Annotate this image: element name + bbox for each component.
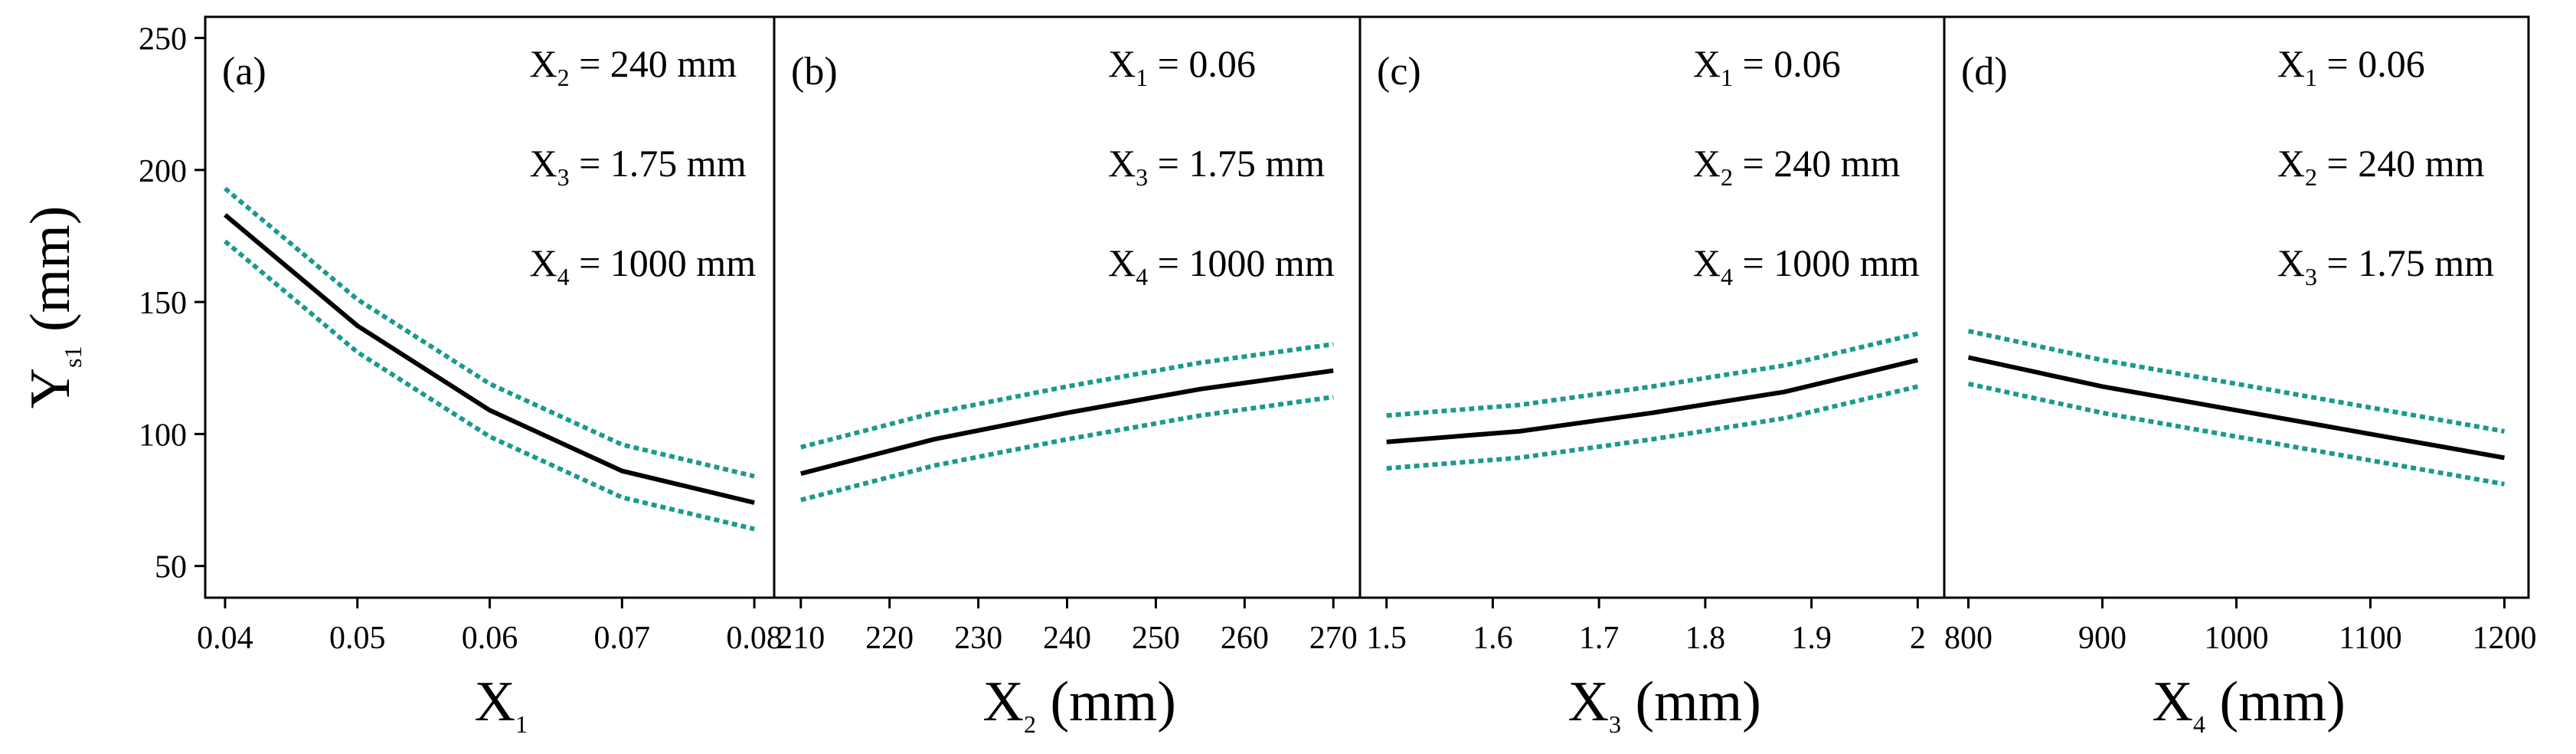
- series-upper-line: [223, 186, 755, 479]
- x-tick-label: 1.7: [1579, 621, 1620, 656]
- panel-b: 210 220 230 240 250 260 270 X2 (mm) (b) X1 = 0.06…: [773, 15, 1362, 738]
- panel-label: (d): [1961, 50, 2008, 93]
- x-tick-label: 250: [1132, 621, 1180, 656]
- x-tick-label: 1.6: [1473, 621, 1513, 656]
- fixed-condition-label: X4 = 1000 mm: [1693, 241, 1920, 290]
- x-tick-label: 800: [1944, 621, 1992, 656]
- y-axis-title: Ys1 (mm): [19, 206, 87, 409]
- x-tick-label: 0.05: [329, 621, 386, 656]
- x-axis-title: X1: [475, 670, 528, 738]
- y-tick-label: 200: [139, 154, 187, 189]
- chart-root: 0.04 0.05 0.06 0.07 0.08 X1 (a) X2 = 240 mm X3 =…: [19, 15, 2537, 738]
- x-tick-label: 260: [1221, 621, 1269, 656]
- x-tick-label: 1.8: [1685, 621, 1726, 656]
- x-tick-label: 1200: [2473, 621, 2537, 656]
- x-axis-title: X4 (mm): [2153, 670, 2346, 738]
- series-mean-line: [223, 213, 755, 505]
- panel-d: 800 900 1000 1100 1200 X4 (mm) (d) X1 = 0.06 X2 …: [1943, 15, 2537, 738]
- series-upper-line: [1967, 329, 2506, 434]
- x-tick-label: 2: [1910, 621, 1926, 656]
- plot-frame: [1943, 15, 2530, 599]
- fixed-condition-label: X1 = 0.06: [2277, 42, 2425, 91]
- plot-frame: [773, 15, 1362, 599]
- y-tick-label: 50: [155, 550, 187, 585]
- series-mean-line: [800, 368, 1334, 477]
- fixed-condition-label: X4 = 1000 mm: [530, 241, 757, 290]
- x-tick-label: 220: [865, 621, 914, 656]
- panel-label: (c): [1377, 50, 1421, 93]
- x-tick-label: 0.08: [726, 621, 783, 656]
- x-axis-title: X3 (mm): [1568, 670, 1761, 738]
- fixed-condition-label: X2 = 240 mm: [1693, 142, 1901, 191]
- fixed-condition-label: X3 = 1.75 mm: [2277, 241, 2494, 290]
- series-upper-line: [1386, 331, 1918, 418]
- series-upper-line: [800, 342, 1334, 450]
- x-tick-label: 900: [2078, 621, 2127, 656]
- fixed-condition-label: X4 = 1000 mm: [1108, 241, 1335, 290]
- x-tick-label: 270: [1309, 621, 1358, 656]
- x-tick-label: 0.07: [594, 621, 651, 656]
- panel-c: 1.5 1.6 1.7 1.8 1.9 2 X3 (mm) (c) X1 = 0.06 X2 = …: [1358, 15, 1946, 738]
- x-tick-label: 0.06: [462, 621, 518, 656]
- y-tick-label: 150: [139, 286, 187, 321]
- series-mean-line: [1967, 355, 2506, 461]
- series-lower-line: [1967, 381, 2506, 487]
- x-tick-label: 230: [954, 621, 1002, 656]
- y-tick-label: 250: [139, 22, 187, 57]
- panel-label: (b): [791, 50, 838, 93]
- series-mean-line: [1386, 357, 1918, 444]
- fixed-condition-label: X1 = 0.06: [1693, 42, 1841, 91]
- plot-frame: [204, 15, 776, 599]
- fixed-condition-label: X3 = 1.75 mm: [530, 142, 747, 191]
- x-axis-title: X2 (mm): [983, 670, 1176, 738]
- series-lower-line: [800, 395, 1334, 503]
- series-lower-line: [1386, 384, 1918, 471]
- x-tick-label: 1000: [2205, 621, 2269, 656]
- fixed-condition-label: X2 = 240 mm: [2277, 142, 2485, 191]
- fixed-condition-label: X2 = 240 mm: [530, 42, 737, 91]
- panel-a: 0.04 0.05 0.06 0.07 0.08 X1 (a) X2 = 240 mm X3 =…: [197, 15, 783, 738]
- x-tick-label: 240: [1043, 621, 1091, 656]
- x-tick-label: 1100: [2339, 621, 2401, 656]
- y-axis: 50 100 150 200 250 Ys1 (mm): [19, 22, 205, 585]
- x-tick-label: 1.5: [1366, 621, 1407, 656]
- series-lower-line: [223, 239, 755, 532]
- y-tick-label: 100: [139, 418, 187, 453]
- x-tick-label: 210: [776, 621, 825, 656]
- plot-frame: [1358, 15, 1946, 599]
- x-tick-label: 0.04: [197, 621, 253, 656]
- panel-label: (a): [222, 50, 266, 93]
- fixed-condition-label: X3 = 1.75 mm: [1108, 142, 1325, 191]
- fixed-condition-label: X1 = 0.06: [1108, 42, 1256, 91]
- x-tick-label: 1.9: [1791, 621, 1832, 656]
